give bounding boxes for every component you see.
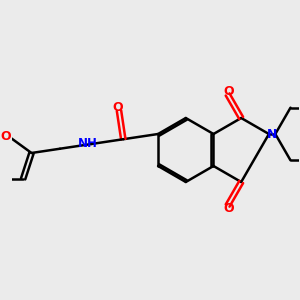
- Text: NH: NH: [77, 137, 98, 150]
- Text: O: O: [113, 101, 124, 114]
- Text: O: O: [0, 130, 11, 143]
- Text: O: O: [223, 202, 234, 214]
- Text: O: O: [223, 85, 234, 98]
- Text: N: N: [267, 128, 277, 140]
